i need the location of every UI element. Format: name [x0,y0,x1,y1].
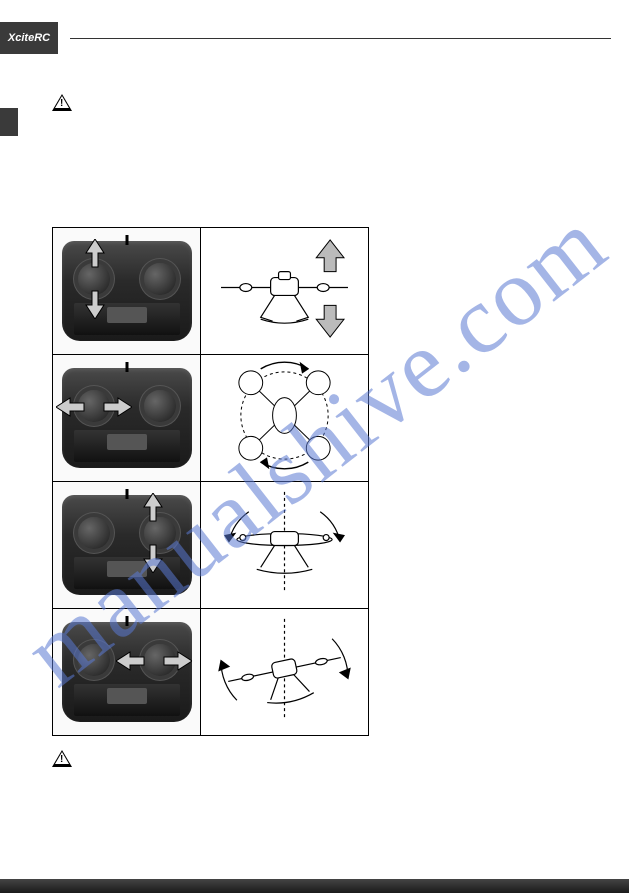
side-page-tab [0,108,18,136]
table-row [53,228,369,355]
brand-logo: XciteRC [0,22,58,54]
remote-lower-panel [74,684,180,716]
arrow-up-icon [84,239,106,269]
arrow-left-icon [116,650,146,672]
remote-controller [62,622,192,722]
remote-controller [62,495,192,595]
remote-lower-panel [74,430,180,462]
left-stick [78,644,110,676]
right-stick [144,390,176,422]
remote-controller [62,241,192,341]
remote-pitch-cell [53,482,201,609]
remote-yaw-cell [53,355,201,482]
drone-side-view [201,482,368,603]
control-reference-table [52,227,369,736]
drone-altitude-cell [201,228,369,355]
arrow-right-icon [102,396,132,418]
left-stick [78,517,110,549]
footer-bar [0,879,629,893]
drone-rear-tilt-view [201,609,368,730]
table-row [53,355,369,482]
drone-yaw-cell [201,355,369,482]
arrow-right-icon [162,650,192,672]
drone-top-view [201,355,368,476]
remote-lower-panel [74,557,180,589]
table-row [53,482,369,609]
remote-roll-cell [53,609,201,736]
arrow-down-icon [142,543,164,573]
table-row [53,609,369,736]
arrow-down-icon [84,289,106,319]
right-stick [144,263,176,295]
arrow-up-icon [142,493,164,523]
drone-front-view [201,228,368,349]
drone-roll-cell [201,609,369,736]
remote-throttle-cell [53,228,201,355]
warning-icon-bottom: ! [52,750,72,767]
arrow-left-icon [56,396,86,418]
drone-pitch-cell [201,482,369,609]
warning-icon-top: ! [52,94,72,111]
remote-controller [62,368,192,468]
header-rule [70,38,611,39]
